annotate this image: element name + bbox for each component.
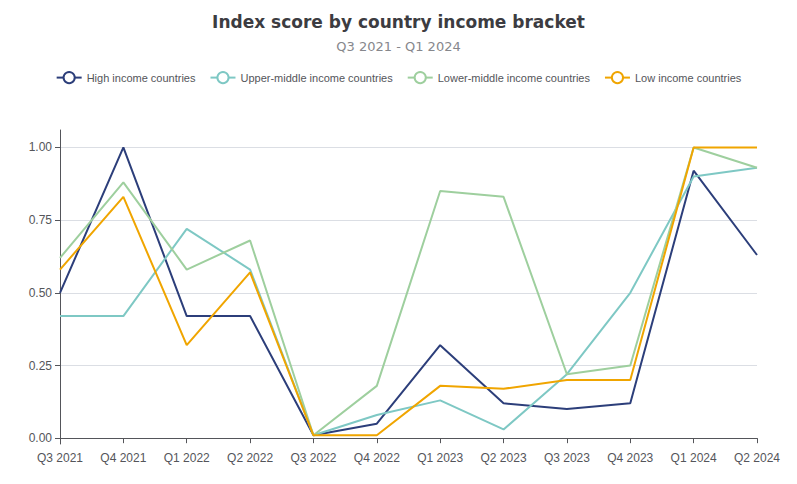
svg-text:Q1 2024: Q1 2024 <box>671 451 717 465</box>
svg-text:0.75: 0.75 <box>29 213 53 227</box>
svg-text:Q4 2022: Q4 2022 <box>354 451 400 465</box>
svg-text:Q2 2023: Q2 2023 <box>481 451 527 465</box>
svg-text:Q3 2021: Q3 2021 <box>37 451 83 465</box>
svg-text:0.00: 0.00 <box>29 431 53 445</box>
svg-text:Q2 2022: Q2 2022 <box>227 451 273 465</box>
svg-text:Q3 2022: Q3 2022 <box>290 451 336 465</box>
svg-text:Q2 2024: Q2 2024 <box>734 451 780 465</box>
svg-text:Q4 2021: Q4 2021 <box>100 451 146 465</box>
svg-text:0.25: 0.25 <box>29 359 53 373</box>
svg-text:Low income countries: Low income countries <box>635 72 742 84</box>
svg-text:Q1 2022: Q1 2022 <box>164 451 210 465</box>
svg-text:High income countries: High income countries <box>87 72 196 84</box>
svg-text:Q4 2023: Q4 2023 <box>607 451 653 465</box>
svg-text:Q3 2023: Q3 2023 <box>544 451 590 465</box>
svg-text:1.00: 1.00 <box>29 140 53 154</box>
svg-text:Lower-middle income countries: Lower-middle income countries <box>438 72 591 84</box>
svg-text:Q1 2023: Q1 2023 <box>417 451 463 465</box>
svg-text:Index score by country income: Index score by country income bracket <box>212 12 585 32</box>
svg-text:Upper-middle income countries: Upper-middle income countries <box>240 72 393 84</box>
svg-text:0.50: 0.50 <box>29 286 53 300</box>
svg-text:Q3 2021 - Q1 2024: Q3 2021 - Q1 2024 <box>336 39 460 54</box>
